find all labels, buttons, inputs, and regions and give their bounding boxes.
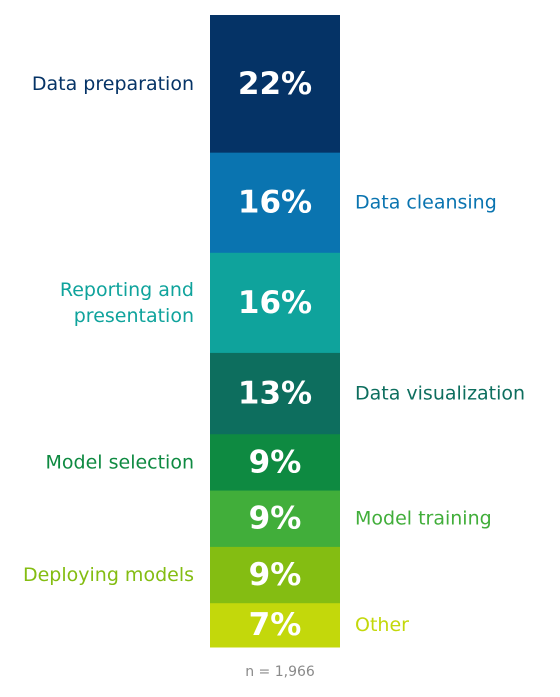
value-label-2: 16% [238, 185, 312, 221]
value-label-4: 13% [238, 376, 312, 412]
category-label-4: Data visualization [355, 383, 525, 405]
bar-segment-8 [210, 603, 340, 648]
bar-segment-4 [210, 352, 340, 435]
bar-segment-7 [210, 546, 340, 604]
category-label-3: Reporting and presentation [60, 279, 194, 327]
value-label-3: 16% [238, 285, 312, 321]
bar-segment-5 [210, 434, 340, 492]
category-label-1: Data preparation [32, 73, 194, 95]
bar-segment-1 [210, 15, 340, 154]
value-label-5: 9% [249, 444, 302, 480]
value-label-1: 22% [238, 66, 312, 102]
category-label-2: Data cleansing [355, 192, 497, 214]
category-label-8: Other [355, 614, 409, 636]
value-label-6: 9% [249, 501, 302, 537]
bar-segment-2 [210, 152, 340, 254]
sample-size-note: n = 1,966 [245, 664, 315, 680]
category-label-7: Deploying models [23, 564, 194, 586]
bar-segment-3 [210, 252, 340, 354]
bar-segment-6 [210, 490, 340, 548]
value-label-8: 7% [249, 607, 302, 643]
category-label-5: Model selection [46, 451, 194, 473]
category-label-6: Model training [355, 508, 492, 530]
value-label-7: 9% [249, 557, 302, 593]
